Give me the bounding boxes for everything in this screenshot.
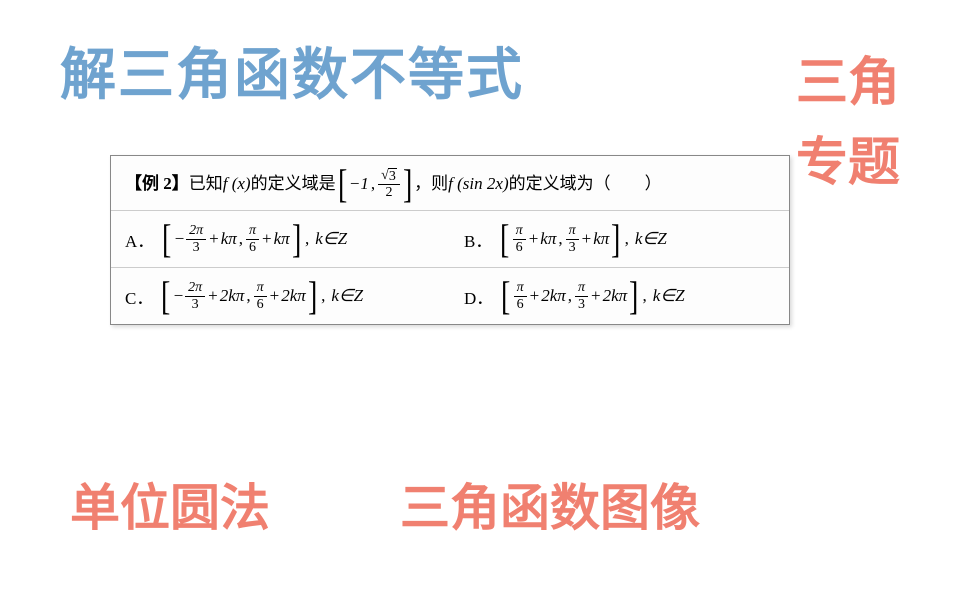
opt-b-t2-den: 3 [566, 240, 579, 255]
opt-c-t1-num: 2π [185, 280, 205, 296]
domain-lower: −1 [349, 170, 369, 197]
problem-stem: 【例 2】 已知 f (x) 的定义域是 [ −1 , √3 2 ] ，则 f … [111, 156, 789, 211]
opt-a-sign: − [174, 229, 185, 249]
opt-b-tail: k∈Z [635, 229, 667, 249]
opt-a-t2-num: π [246, 223, 259, 239]
opt-a-t2-den: 6 [246, 240, 259, 255]
option-c-label: C． [125, 284, 153, 309]
opt-d-t2-den: 3 [575, 297, 588, 312]
opt-a-t2-suf: kπ [274, 229, 290, 249]
option-d: D． [ π6 +2kπ , π3 +2kπ ] , k∈Z [450, 268, 789, 324]
opt-b-t1-num: π [513, 223, 526, 239]
opt-d-tail: k∈Z [653, 286, 685, 306]
opt-b-t1-den: 6 [513, 240, 526, 255]
opt-d-t2-suf: 2kπ [603, 286, 628, 306]
opt-b-t1-suf: kπ [540, 229, 556, 249]
opt-c-t2-suf: 2kπ [281, 286, 306, 306]
opt-a-t1-num: 2π [186, 223, 206, 239]
opt-c-sign: − [173, 286, 184, 306]
opt-b-t2-suf: kπ [593, 229, 609, 249]
opt-d-t1-den: 6 [514, 297, 527, 312]
side-label-zhuanti: 专题 [796, 120, 900, 195]
domain-interval: [ −1 , √3 2 ] [336, 166, 415, 202]
option-b-label: B． [464, 227, 492, 252]
option-c: C． [ − 2π3 +2kπ , π6 +2kπ ] , k∈Z [111, 268, 450, 324]
opt-d-t1-num: π [514, 280, 527, 296]
opt-a-t1-den: 3 [190, 240, 203, 255]
opt-c-t1-den: 3 [189, 297, 202, 312]
stem-text-3: ，则 [414, 170, 448, 197]
option-b: B． [ π6 +kπ , π3 +kπ ] , k∈Z [450, 211, 789, 268]
fx-expression: f (x) [223, 170, 251, 197]
stem-text-4: 的定义域为（ ） [509, 170, 662, 197]
fsin2x-expression: f (sin 2x) [448, 170, 508, 197]
example-label: 【例 2】 [125, 170, 189, 197]
den-2: 2 [383, 185, 396, 200]
bottom-label-trig-graph: 三角函数图像 [400, 468, 700, 540]
sqrt-3: 3 [388, 168, 397, 184]
main-title: 解三角函数不等式 [60, 30, 524, 111]
stem-text-1: 已知 [189, 170, 223, 197]
opt-d-t1-suf: 2kπ [541, 286, 566, 306]
opt-a-tail: k∈Z [315, 229, 347, 249]
options-grid: A． [ − 2π3 +kπ , π6 +kπ ] , k∈Z B． [ π6 … [111, 211, 789, 324]
opt-d-t2-num: π [575, 280, 588, 296]
opt-c-t2-num: π [254, 280, 267, 296]
bottom-label-unit-circle: 单位圆法 [70, 468, 270, 540]
option-a-label: A． [125, 227, 154, 252]
opt-c-t2-den: 6 [254, 297, 267, 312]
option-d-label: D． [464, 284, 493, 309]
opt-a-t1-suf: kπ [221, 229, 237, 249]
opt-c-tail: k∈Z [331, 286, 363, 306]
option-a: A． [ − 2π3 +kπ , π6 +kπ ] , k∈Z [111, 211, 450, 268]
side-label-sanj: 三角 [796, 40, 900, 115]
problem-box: 【例 2】 已知 f (x) 的定义域是 [ −1 , √3 2 ] ，则 f … [110, 155, 790, 325]
stem-text-2: 的定义域是 [251, 170, 336, 197]
opt-b-t2-num: π [566, 223, 579, 239]
opt-c-t1-suf: 2kπ [220, 286, 245, 306]
